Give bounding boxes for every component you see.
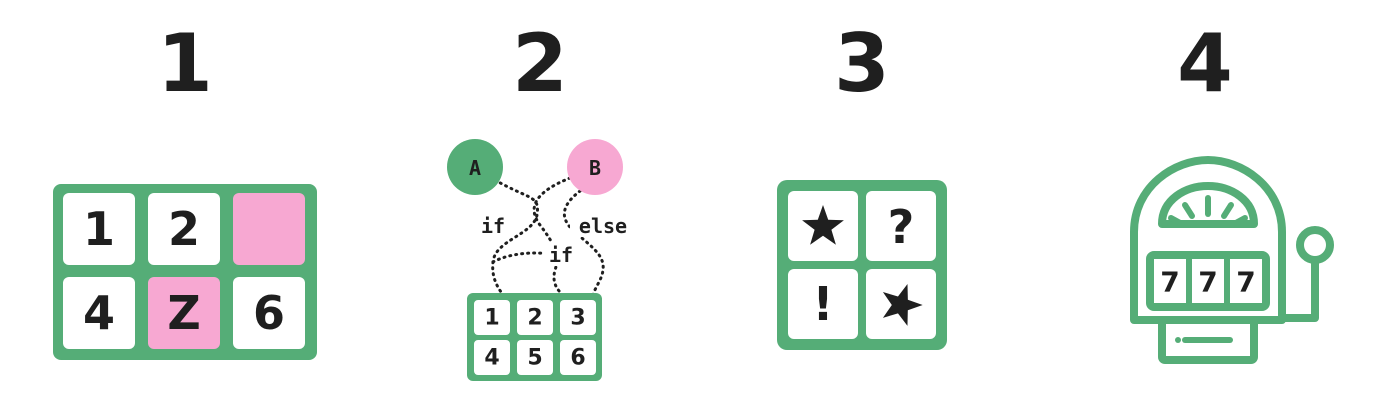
slot-machine-icon: 7 7 7 bbox=[1130, 156, 1334, 364]
mini-tile: 6 bbox=[560, 340, 596, 375]
tile-puzzle-diagram: 1 2 4 Z 6 bbox=[53, 184, 317, 360]
panel-4: 4 7 bbox=[1030, 0, 1380, 415]
exclamation-mark: ! bbox=[813, 277, 834, 331]
node-a: A bbox=[447, 139, 503, 195]
svg-text:A: A bbox=[469, 156, 481, 180]
star-icon bbox=[802, 205, 844, 245]
label-if-left: if bbox=[481, 214, 505, 238]
label-if-center: if bbox=[549, 243, 573, 267]
question-mark: ? bbox=[888, 200, 915, 254]
node-b: B bbox=[567, 139, 623, 195]
panel-number-4: 4 bbox=[1177, 17, 1233, 110]
svg-text:2: 2 bbox=[168, 202, 200, 256]
reel-digit: 7 bbox=[1198, 266, 1217, 299]
symbol-tile: ! bbox=[788, 269, 858, 339]
panel-2: 2 A B if else if 1 2 bbox=[365, 0, 715, 415]
symbol-tile bbox=[866, 269, 936, 339]
panel-number-1: 1 bbox=[157, 17, 213, 110]
branching-diagram: A B if else if 1 2 3 4 5 bbox=[447, 139, 636, 381]
svg-text:1: 1 bbox=[484, 306, 499, 331]
star-icon bbox=[882, 284, 923, 326]
reel-digit: 7 bbox=[1236, 266, 1255, 299]
svg-text:B: B bbox=[589, 156, 601, 180]
puzzle-tile-pink bbox=[233, 193, 305, 265]
light-rays bbox=[1168, 195, 1248, 227]
svg-text:5: 5 bbox=[527, 346, 542, 371]
svg-text:6: 6 bbox=[570, 346, 585, 371]
panel-3: 3 ? ! bbox=[687, 0, 1037, 415]
panel-number-2: 2 bbox=[512, 17, 568, 110]
puzzle-tile: 6 bbox=[233, 277, 305, 349]
puzzle-tile: 4 bbox=[63, 277, 135, 349]
label-else: else bbox=[579, 214, 627, 238]
symbol-tile bbox=[788, 191, 858, 261]
svg-text:Z: Z bbox=[167, 286, 200, 340]
panel-number-3: 3 bbox=[834, 17, 890, 110]
svg-text:4: 4 bbox=[484, 346, 499, 371]
svg-text:3: 3 bbox=[570, 306, 585, 331]
symbol-grid-diagram: ? ! bbox=[777, 180, 947, 350]
mini-tile: 2 bbox=[517, 300, 553, 335]
reel-digit: 7 bbox=[1160, 266, 1179, 299]
symbol-tile: ? bbox=[866, 191, 936, 261]
mini-tile: 4 bbox=[474, 340, 510, 375]
mini-tile: 5 bbox=[517, 340, 553, 375]
puzzle-tile: 2 bbox=[148, 193, 220, 265]
svg-text:1: 1 bbox=[83, 202, 115, 256]
mini-tile: 3 bbox=[560, 300, 596, 335]
svg-text:2: 2 bbox=[527, 306, 542, 331]
mini-tile: 1 bbox=[474, 300, 510, 335]
branch-paths bbox=[491, 176, 605, 297]
puzzle-tile-pink: Z bbox=[148, 277, 220, 349]
puzzle-tile: 1 bbox=[63, 193, 135, 265]
svg-text:6: 6 bbox=[253, 286, 285, 340]
svg-text:4: 4 bbox=[83, 286, 115, 340]
panel-1: 1 1 2 4 Z 6 bbox=[10, 0, 360, 415]
